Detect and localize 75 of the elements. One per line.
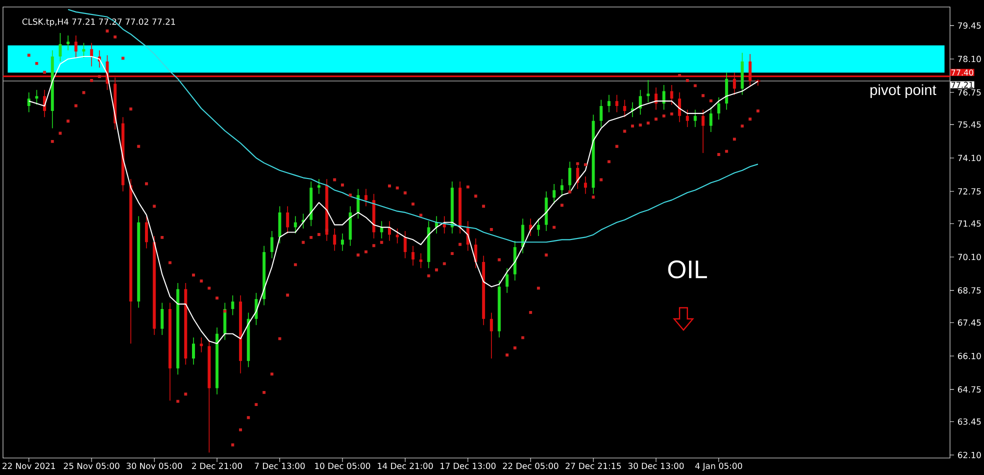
candlestick [506, 268, 509, 294]
candlestick [27, 92, 30, 113]
candlestick [270, 230, 274, 259]
candlestick [560, 178, 564, 197]
candlestick [356, 188, 360, 220]
candlestick [694, 109, 697, 128]
x-tick-label: 17 Dec 13:00 [440, 462, 496, 470]
candlestick [670, 84, 674, 106]
candlestick [646, 80, 650, 103]
candlestick [286, 206, 290, 234]
y-tick-label: 64.75 [958, 386, 981, 393]
candlestick [333, 228, 336, 252]
candlestick [702, 109, 705, 154]
candlestick [615, 94, 618, 113]
x-tick-label: 22 Dec 05:00 [502, 462, 558, 470]
x-tick-label: 14 Dec 21:00 [378, 462, 433, 470]
x-tick-label: 2 Dec 21:00 [192, 462, 242, 470]
candlestick [380, 220, 384, 239]
ref-line-label: 77.21 [951, 82, 973, 88]
x-tick-label: 30 Nov 05:00 [126, 462, 182, 470]
y-tick-label: 68.75 [958, 287, 981, 294]
y-tick-label: 76.75 [958, 89, 981, 96]
candlestick [66, 35, 70, 51]
text: pivot point [870, 84, 936, 98]
x-tick-label: 10 Dec 05:00 [315, 462, 370, 470]
y-tick-label: 72.75 [958, 188, 981, 195]
candlestick [608, 94, 610, 113]
x-tick-label: 27 Dec 21:15 [566, 462, 621, 470]
candlestick [412, 245, 414, 266]
annotation: OIL [668, 260, 707, 278]
y-tick-label: 70.10 [958, 254, 981, 260]
y-tick-label: 74.10 [958, 154, 981, 162]
candlestick [686, 109, 689, 128]
candlestick [490, 312, 493, 359]
candlestick [364, 188, 368, 207]
y-tick-label: 62.10 [958, 452, 981, 458]
candlestick [35, 90, 38, 106]
x-tick-label: 30 Dec 13:00 [628, 462, 684, 470]
y-tick-label: 63.45 [958, 418, 981, 425]
candlestick [74, 35, 78, 58]
x-tick-label: 22 Nov 2021 [2, 462, 55, 470]
y-tick-label: 67.45 [958, 319, 981, 326]
y-tick-label: 75.45 [958, 121, 981, 128]
y-tick-label: 78.10 [958, 56, 981, 62]
candlestick [419, 252, 422, 269]
candlestick [294, 216, 297, 234]
candlestick [678, 92, 682, 122]
y-tick-label: 66.10 [958, 352, 981, 360]
candlestick [584, 176, 587, 194]
x-tick-label: 25 Nov 05:00 [64, 462, 120, 470]
candlestick [623, 99, 626, 118]
candlestick [144, 216, 148, 249]
x-tick-label: 4 Jan 05:00 [695, 462, 742, 471]
candlestick [90, 42, 94, 67]
candlestick [404, 230, 407, 259]
candlestick [396, 228, 399, 244]
candlestick [654, 87, 658, 110]
candlestick [536, 218, 540, 236]
x-tick-label: 7 Dec 13:00 [254, 462, 305, 470]
candlestick [552, 184, 556, 204]
candlestick [600, 99, 603, 128]
candlestick [317, 178, 320, 194]
candlestick [568, 161, 572, 192]
candlestick [709, 106, 712, 132]
ref-line-label: 77.40 [951, 69, 974, 76]
y-tick-label: 71.45 [958, 220, 981, 227]
candlestick [340, 233, 344, 252]
candlestick [662, 84, 666, 110]
candlestick [200, 337, 203, 353]
candlestick [231, 294, 234, 316]
candlestick [160, 302, 164, 336]
candlestick [638, 90, 642, 116]
y-tick-label: 79.45 [958, 22, 981, 29]
candlestick [58, 32, 62, 62]
candlestick [192, 337, 195, 366]
